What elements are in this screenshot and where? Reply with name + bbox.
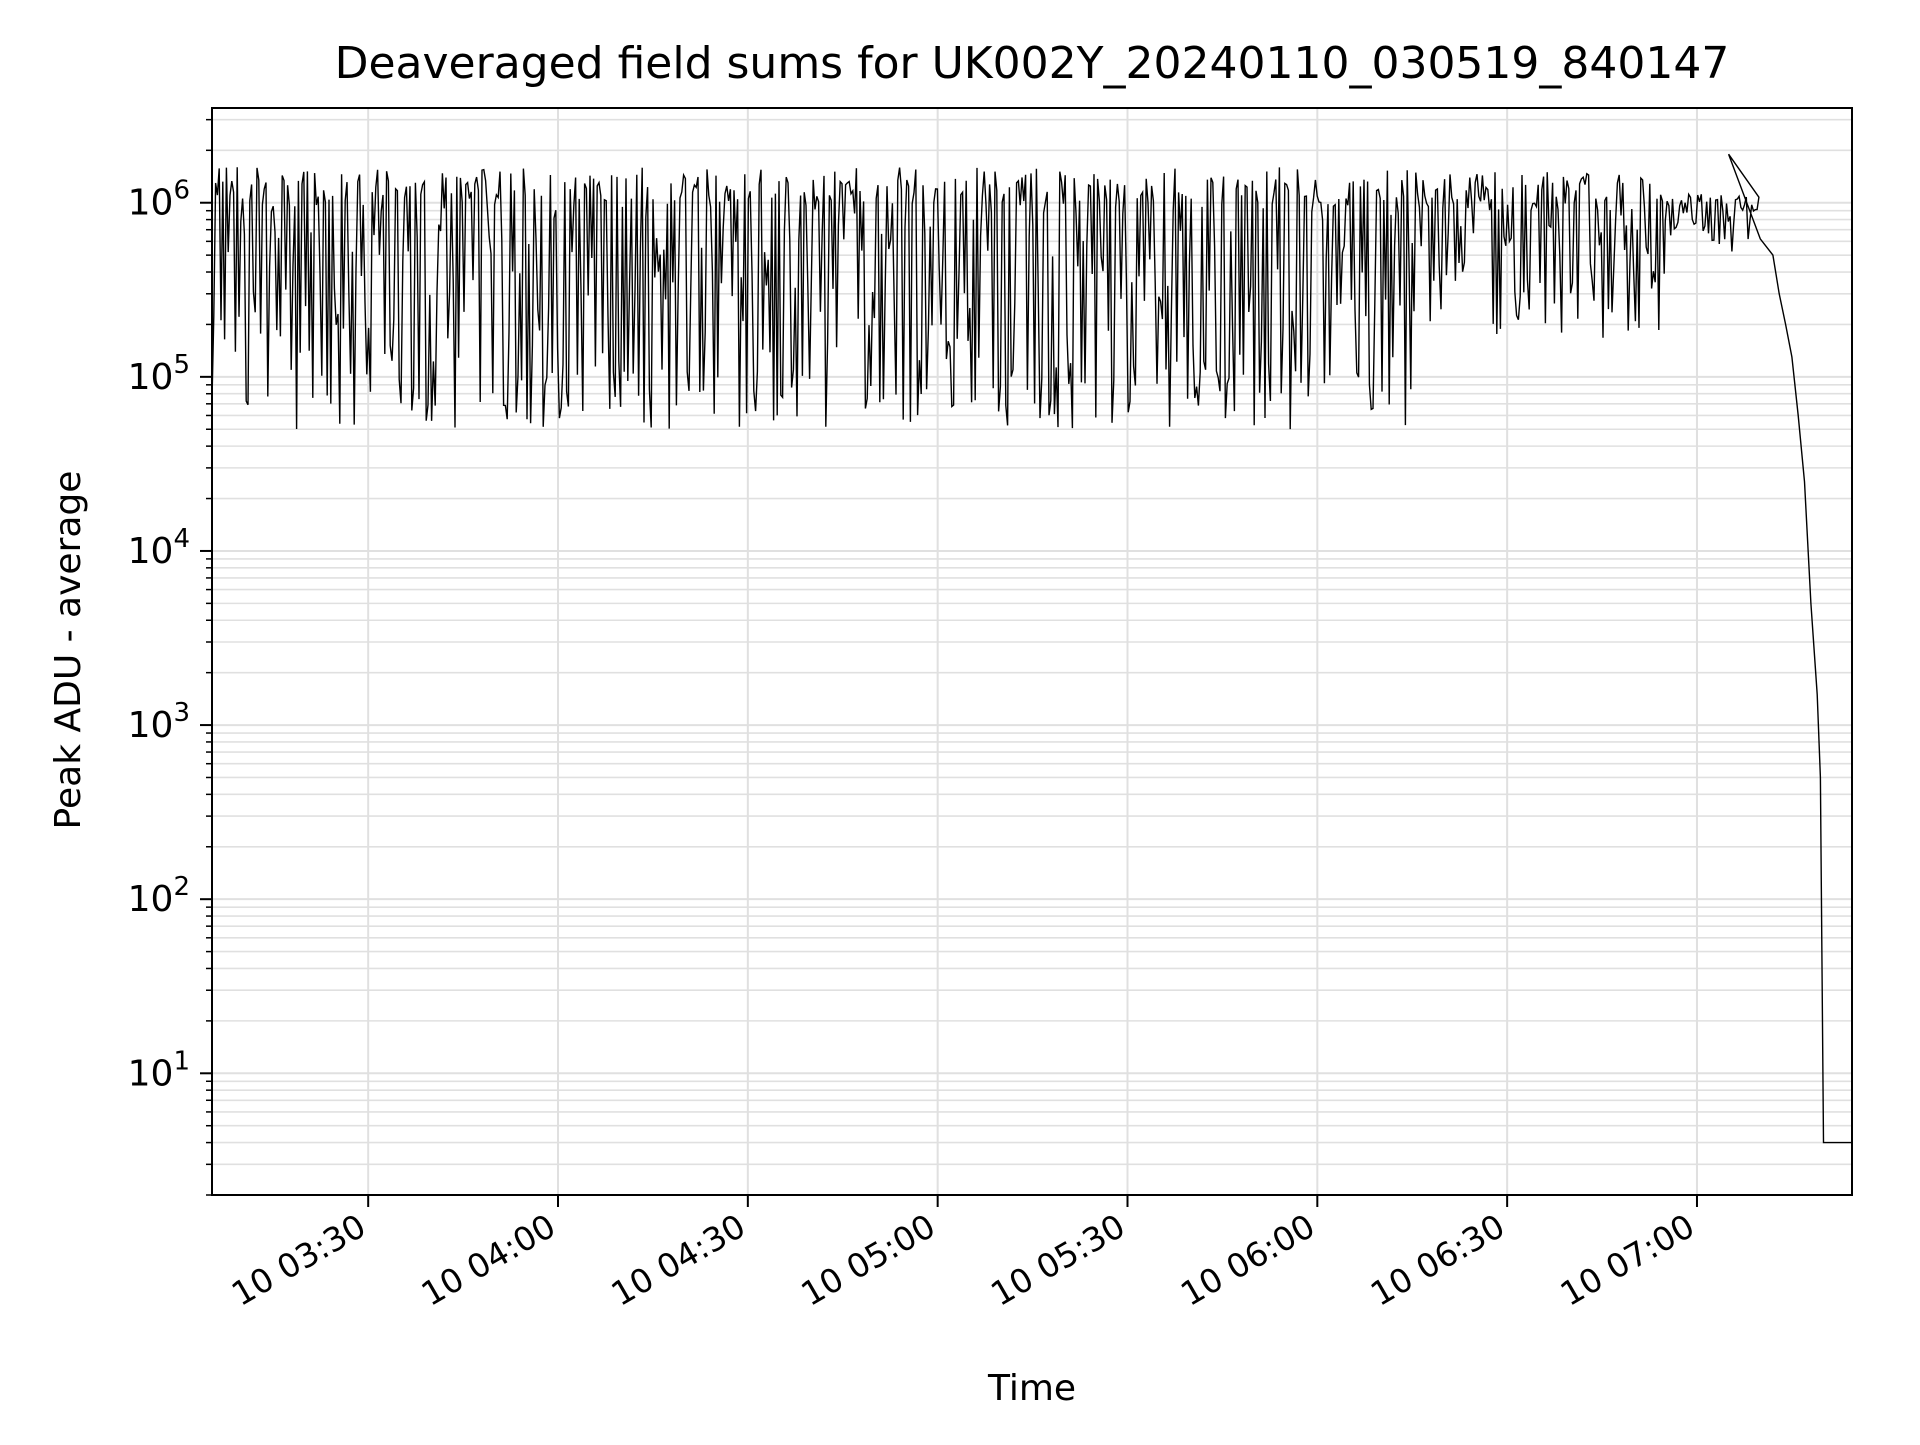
chart-title: Deaveraged field sums for UK002Y_2024011…	[335, 38, 1730, 89]
y-tick-label: 106	[128, 176, 190, 224]
series-layer	[211, 153, 1852, 1144]
y-tick-label: 105	[128, 350, 190, 398]
plot-area-frame	[211, 107, 1853, 1196]
y-tick-label: 101	[128, 1046, 190, 1094]
y-tick-label: 104	[128, 524, 190, 572]
y-tick-label: 102	[128, 872, 190, 920]
y-axis-label: Peak ADU - average	[48, 471, 89, 830]
series-line	[211, 153, 1852, 1144]
y-tick-label: 103	[128, 698, 190, 746]
x-axis-label: Time	[987, 1368, 1076, 1409]
